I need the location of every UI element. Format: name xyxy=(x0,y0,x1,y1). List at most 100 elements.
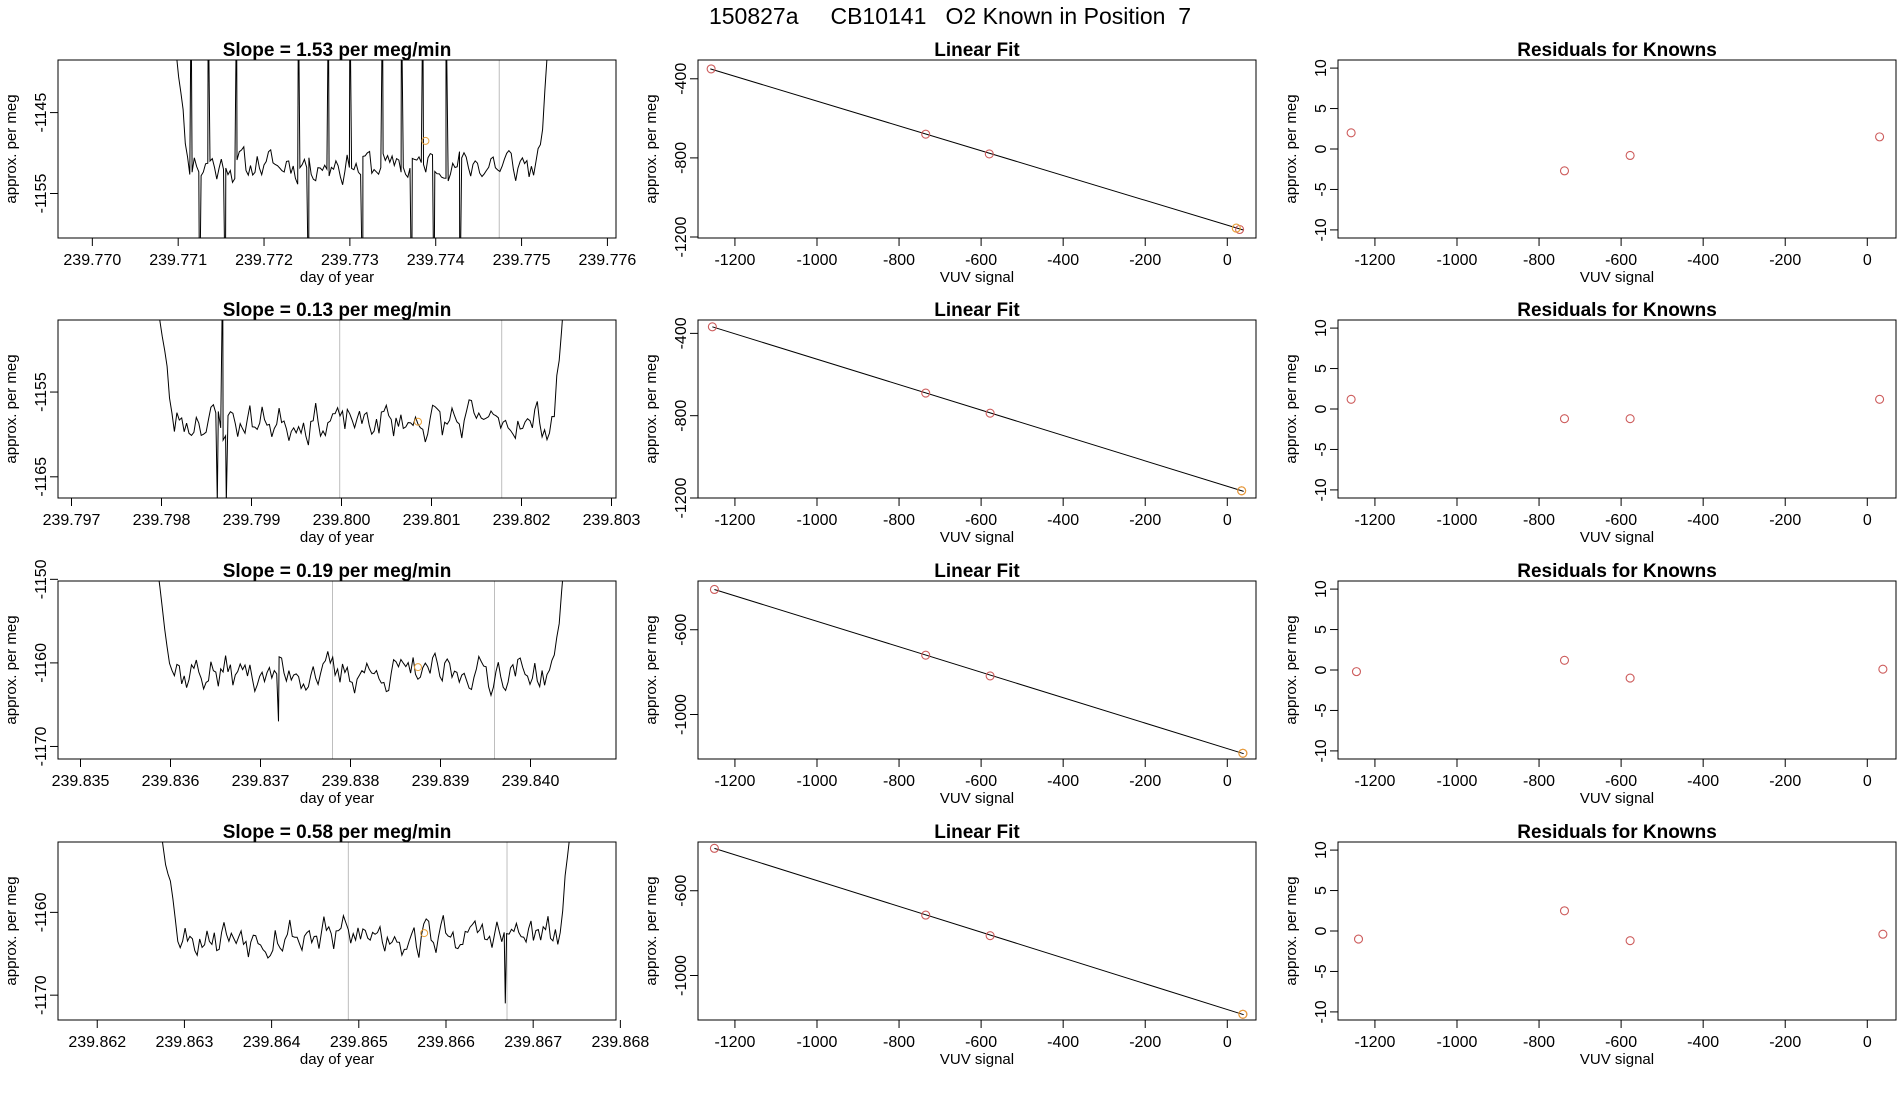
panel-title: Slope = 1.53 per meg/min xyxy=(223,40,452,61)
y-axis-label: approx. per meg xyxy=(1283,94,1300,203)
x-tick-label: 239.864 xyxy=(243,1034,301,1051)
data-point xyxy=(1878,929,1888,939)
x-tick-label: -200 xyxy=(1769,512,1801,529)
x-tick-label: -1200 xyxy=(714,773,755,790)
data-point xyxy=(1878,664,1888,674)
plot-frame xyxy=(1337,319,1897,499)
plot-frame xyxy=(57,319,617,499)
y-tick-label: -400 xyxy=(673,63,690,95)
panel-title: Linear Fit xyxy=(934,40,1020,61)
y-tick-label: 0 xyxy=(1313,665,1330,674)
panel-title: Slope = 0.58 per meg/min xyxy=(223,822,452,843)
x-tick-label: -1000 xyxy=(797,512,838,529)
panel-content xyxy=(709,843,1248,1019)
x-axis-label: VUV signal xyxy=(940,790,1014,807)
y-tick-label: 5 xyxy=(1313,364,1330,373)
x-tick-label: 239.865 xyxy=(330,1034,388,1051)
panel-r3-c2: Linear Fit -1200 -1000 -800 -600 -400 -200 0 -60… xyxy=(643,561,1257,807)
highlight-point xyxy=(420,929,429,938)
x-tick-label: -200 xyxy=(1129,773,1161,790)
x-axis-label: day of year xyxy=(300,1051,374,1068)
panel-title: Linear Fit xyxy=(934,822,1020,843)
x-tick-label: -1200 xyxy=(1354,773,1395,790)
plot-frame xyxy=(697,319,1257,499)
x-axis-label: VUV signal xyxy=(1580,269,1654,286)
plot-frame xyxy=(1337,59,1897,239)
x-tick-label: 239.835 xyxy=(52,773,110,790)
panel-content xyxy=(1353,906,1888,946)
y-tick-label: -5 xyxy=(1313,182,1330,196)
x-tick-label: -1000 xyxy=(1437,773,1478,790)
x-tick-label: 239.836 xyxy=(142,773,200,790)
x-tick-label: 239.838 xyxy=(322,773,380,790)
data-point xyxy=(1559,414,1570,424)
panel-title: Residuals for Knowns xyxy=(1517,40,1717,61)
data-point xyxy=(1559,655,1570,665)
x-tick-label: -600 xyxy=(1605,512,1637,529)
y-tick-label: -1170 xyxy=(33,726,50,766)
y-tick-label: -1155 xyxy=(33,372,50,412)
x-tick-label: -400 xyxy=(1687,252,1719,269)
y-tick-label: -10 xyxy=(1313,739,1330,762)
x-tick-label: -1000 xyxy=(797,252,838,269)
y-tick-label: -1150 xyxy=(33,559,50,599)
y-tick-label: -1160 xyxy=(33,892,50,932)
x-axis-label: VUV signal xyxy=(1580,1051,1654,1068)
x-tick-label: 0 xyxy=(1863,773,1872,790)
x-tick-label: -200 xyxy=(1769,773,1801,790)
y-tick-label: -1200 xyxy=(673,216,690,257)
data-point xyxy=(985,671,995,681)
x-tick-label: -1200 xyxy=(714,512,755,529)
y-tick-label: -10 xyxy=(1313,218,1330,241)
data-point xyxy=(1353,934,1364,944)
x-tick-label: -200 xyxy=(1129,252,1161,269)
x-tick-label: 239.775 xyxy=(493,252,551,269)
x-tick-label: 239.867 xyxy=(504,1034,562,1051)
x-tick-label: -200 xyxy=(1769,1034,1801,1051)
x-tick-label: -400 xyxy=(1687,773,1719,790)
panel-content xyxy=(1351,655,1888,683)
panel-title: Residuals for Knowns xyxy=(1517,300,1717,321)
x-tick-label: -1000 xyxy=(1437,512,1478,529)
y-tick-label: -1200 xyxy=(673,477,690,518)
highlight-point xyxy=(1238,748,1248,758)
y-tick-label: -800 xyxy=(673,400,690,432)
x-tick-label: -600 xyxy=(965,773,997,790)
plot-frame xyxy=(1337,841,1897,1021)
x-tick-label: -1200 xyxy=(1354,1034,1395,1051)
y-axis-label: approx. per meg xyxy=(643,94,660,203)
x-tick-label: 239.868 xyxy=(591,1034,649,1051)
x-tick-label: 0 xyxy=(1223,512,1232,529)
y-tick-label: -1160 xyxy=(33,643,50,683)
x-tick-label: -600 xyxy=(965,252,997,269)
panel-content xyxy=(707,322,1247,496)
data-point xyxy=(1346,128,1356,138)
x-tick-label: 239.837 xyxy=(232,773,290,790)
data-point xyxy=(1625,673,1635,683)
x-axis-label: VUV signal xyxy=(940,529,1014,546)
x-tick-label: 239.771 xyxy=(149,252,207,269)
data-point xyxy=(1625,150,1635,161)
x-tick-label: -400 xyxy=(1047,252,1079,269)
y-tick-label: 5 xyxy=(1313,886,1330,895)
plot-frame xyxy=(57,841,617,1021)
y-tick-label: 5 xyxy=(1313,104,1330,113)
x-tick-label: -400 xyxy=(1047,773,1079,790)
panel-content xyxy=(176,60,548,238)
y-axis-label: approx. per meg xyxy=(3,876,20,985)
x-axis-label: day of year xyxy=(300,529,374,546)
y-axis-label: approx. per meg xyxy=(3,615,20,724)
x-tick-label: 239.770 xyxy=(63,252,121,269)
x-tick-label: 239.797 xyxy=(43,512,101,529)
x-tick-label: -800 xyxy=(1523,773,1555,790)
y-tick-label: 5 xyxy=(1313,625,1330,634)
x-tick-label: -400 xyxy=(1047,1034,1079,1051)
x-tick-label: -600 xyxy=(965,512,997,529)
x-tick-label: -200 xyxy=(1129,512,1161,529)
x-tick-label: 239.839 xyxy=(412,773,470,790)
y-tick-label: 10 xyxy=(1313,580,1330,598)
x-tick-label: -600 xyxy=(965,1034,997,1051)
x-tick-label: -1000 xyxy=(1437,252,1478,269)
plot-frame xyxy=(57,59,617,239)
